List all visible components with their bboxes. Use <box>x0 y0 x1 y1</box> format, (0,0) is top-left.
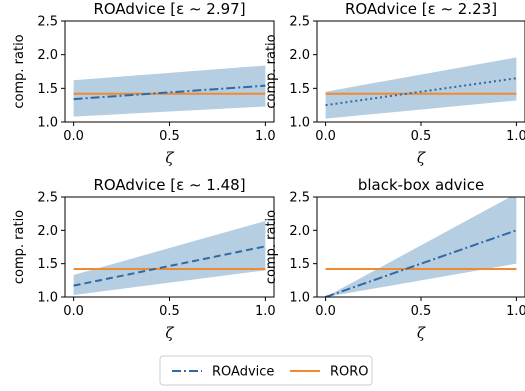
y-tick-label: 2.0 <box>289 224 310 239</box>
y-tick-label: 2.0 <box>37 48 58 63</box>
y-tick-label: 2.5 <box>37 15 58 30</box>
y-tick-label: 1.0 <box>37 116 58 131</box>
x-tick-label: 1.0 <box>506 304 525 319</box>
y-tick-label: 1.0 <box>289 291 310 306</box>
y-tick-label: 2.5 <box>289 15 310 30</box>
y-tick-label: 1.5 <box>37 257 58 272</box>
x-tick-label: 0.0 <box>63 304 84 319</box>
y-tick-label: 1.0 <box>289 116 310 131</box>
y-tick-label: 1.5 <box>289 257 310 272</box>
roadvice-line <box>325 77 517 107</box>
roadvice-line <box>73 84 266 101</box>
y-tick-label: 2.0 <box>289 48 310 63</box>
plot-area-4 <box>325 197 517 297</box>
panel-4: 0.0 0.5 1.0 1.0 1.5 2.0 2.5 black-box advice ζ co… <box>264 176 525 342</box>
roadvice-confidence-band <box>73 65 266 117</box>
x-axis-label: ζ <box>417 324 426 342</box>
x-tick-label: 1.0 <box>255 129 276 144</box>
x-tick-label: 1.0 <box>506 129 525 144</box>
panel-3: 0.0 0.5 1.0 1.0 1.5 2.0 2.5 ROAdvice [ε ∼ 1.48]… <box>12 176 276 342</box>
y-axis-label: comp. ratio <box>264 34 279 108</box>
x-tick-label: 0.5 <box>159 129 180 144</box>
panel-2: 0.0 0.5 1.0 1.0 1.5 2.0 2.5 ROAdvice [ε ∼ 2.23]… <box>264 0 525 167</box>
legend-roadvice-label: ROAdvice <box>212 365 274 380</box>
panel-title: ROAdvice [ε ∼ 2.97] <box>93 0 245 18</box>
panel-title: ROAdvice [ε ∼ 1.48] <box>93 176 245 194</box>
roadvice-confidence-band <box>325 197 517 297</box>
y-axis-label: comp. ratio <box>12 210 27 284</box>
x-tick-label: 0.5 <box>411 304 432 319</box>
x-tick-label: 0.5 <box>411 129 432 144</box>
y-tick-label: 1.5 <box>289 82 310 97</box>
plot-area-3 <box>73 221 266 295</box>
x-tick-label: 1.0 <box>255 304 276 319</box>
y-tick-label: 2.5 <box>289 191 310 206</box>
panel-title: black-box advice <box>358 176 484 194</box>
panel-title: ROAdvice [ε ∼ 2.23] <box>345 0 497 18</box>
y-tick-label: 2.0 <box>37 224 58 239</box>
legend: ROAdvice RORO <box>159 355 373 386</box>
plot-area-1 <box>73 65 266 117</box>
y-tick-label: 1.5 <box>37 82 58 97</box>
panel-1: 0.0 0.5 1.0 1.0 1.5 2.0 2.5 ROAdvice [ε ∼ 2.97]… <box>12 0 276 167</box>
roadvice-confidence-band <box>73 221 266 295</box>
x-axis-label: ζ <box>165 149 174 167</box>
y-axis-label: comp. ratio <box>12 34 27 108</box>
x-tick-label: 0.0 <box>63 129 84 144</box>
y-tick-label: 1.0 <box>37 291 58 306</box>
plot-area-2 <box>325 57 517 119</box>
y-tick-label: 2.5 <box>37 191 58 206</box>
x-axis-label: ζ <box>165 324 174 342</box>
x-tick-label: 0.0 <box>315 129 336 144</box>
x-axis-label: ζ <box>417 149 426 167</box>
legend-roro-label: RORO <box>330 365 369 380</box>
x-tick-label: 0.0 <box>315 304 336 319</box>
roadvice-confidence-band <box>325 57 517 119</box>
panels: 0.0 0.5 1.0 1.0 1.5 2.0 2.5 ROAdvice [ε ∼ 2.97]… <box>12 0 525 342</box>
legend-frame <box>159 355 373 386</box>
y-axis-label: comp. ratio <box>264 210 279 284</box>
x-tick-label: 0.5 <box>159 304 180 319</box>
